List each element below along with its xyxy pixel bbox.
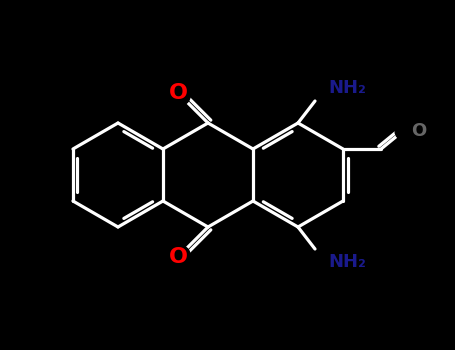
Text: O: O [411, 122, 426, 140]
Text: O: O [168, 247, 187, 267]
Text: O: O [168, 83, 187, 103]
Text: NH₂: NH₂ [328, 79, 366, 97]
Text: NH₂: NH₂ [328, 253, 366, 271]
